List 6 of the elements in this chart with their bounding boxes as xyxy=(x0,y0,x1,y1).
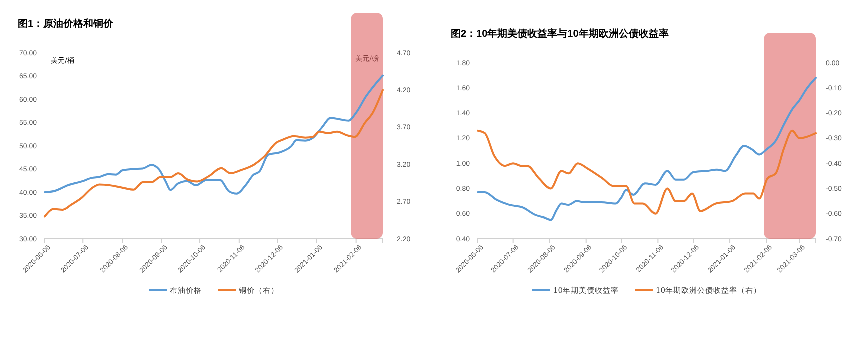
line-series xyxy=(477,77,817,222)
line-series xyxy=(477,130,817,215)
line-series xyxy=(44,89,384,218)
chart-title: 图1：原油价格和铜价 xyxy=(18,18,115,30)
chart-title: 图2：10年期美债收益率与10年期欧洲公债收益率 xyxy=(451,28,669,40)
line-series xyxy=(44,74,384,195)
